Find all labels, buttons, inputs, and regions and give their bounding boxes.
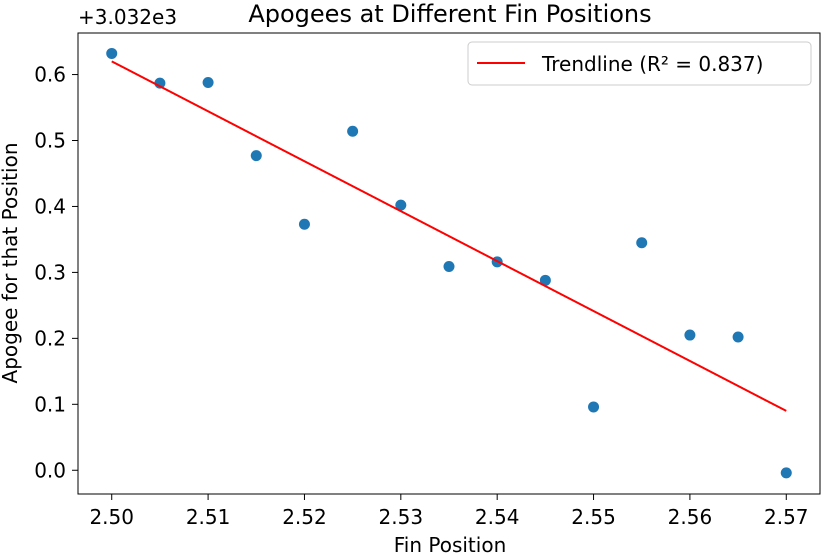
y-tick-label: 0.5 — [34, 129, 66, 153]
data-point — [298, 218, 310, 230]
data-point — [202, 76, 214, 88]
legend: Trendline (R² = 0.837) — [467, 41, 812, 86]
y-axis-ticks: 0.0 0.1 0.2 0.3 0.4 0.5 0.6 — [34, 63, 78, 482]
x-axis-label: Fin Position — [394, 533, 507, 557]
plot-frame — [77, 32, 821, 495]
y-tick-label: 0.0 — [34, 458, 66, 482]
data-point — [443, 260, 455, 272]
y-tick-label: 0.3 — [34, 260, 66, 284]
y-tick-label: 0.6 — [34, 63, 66, 87]
data-point — [395, 199, 407, 211]
y-tick-label: 0.4 — [34, 194, 66, 218]
data-point — [780, 467, 792, 479]
data-series — [106, 47, 792, 479]
data-point — [636, 237, 648, 249]
trendline — [111, 60, 787, 412]
data-point — [347, 125, 359, 137]
data-point — [539, 274, 551, 286]
x-tick-label: 2.50 — [89, 505, 134, 529]
chart-title: Apogees at Different Fin Positions — [248, 0, 651, 28]
data-point — [250, 150, 262, 162]
x-tick-label: 2.51 — [186, 505, 231, 529]
x-axis-ticks: 2.50 2.51 2.52 2.53 2.54 2.55 2.56 2.57 — [89, 494, 809, 529]
data-point — [732, 331, 744, 343]
legend-box — [467, 41, 812, 86]
y-offset-text: +3.032e3 — [78, 5, 177, 29]
x-tick-label: 2.52 — [282, 505, 327, 529]
x-tick-label: 2.57 — [764, 505, 809, 529]
x-tick-label: 2.56 — [668, 505, 713, 529]
data-point — [684, 329, 696, 341]
y-tick-label: 0.1 — [34, 392, 66, 416]
plot-area: 2.50 2.51 2.52 2.53 2.54 2.55 2.56 2.57 0.00.10… — [34, 32, 821, 529]
x-tick-label: 2.55 — [571, 505, 616, 529]
legend-trendline-label: Trendline (R² = 0.837) — [541, 52, 763, 76]
data-point — [588, 401, 600, 413]
y-tick-label: 0.2 — [34, 326, 66, 350]
x-tick-label: 2.53 — [379, 505, 424, 529]
data-point — [106, 47, 118, 59]
x-tick-label: 2.54 — [475, 505, 520, 529]
y-axis-label: Apogee for that Position — [0, 143, 22, 384]
